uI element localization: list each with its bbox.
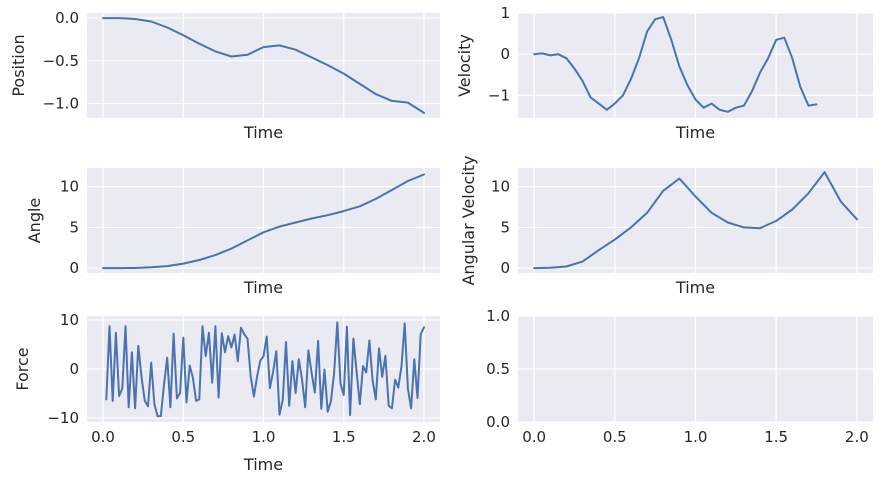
series-line: [533, 171, 858, 270]
x-axis-label: Time: [243, 278, 283, 297]
y-tick-label: −10: [47, 409, 79, 427]
x-tick-label: 1.5: [764, 428, 788, 446]
y-tick-label: 0: [500, 259, 510, 277]
y-tick-label: −0.5: [43, 52, 79, 70]
series-line: [533, 16, 818, 113]
y-tick-label: 5: [69, 218, 79, 236]
y-tick-label: 0.0: [486, 413, 510, 431]
subplot-top-left: 0.0 −0.5 −1.0 Time Position: [9, 9, 440, 142]
y-axis-label: Position: [9, 34, 28, 96]
x-tick-label: 0.0: [91, 428, 115, 446]
y-axis-label: Velocity: [455, 34, 474, 97]
x-tick-label: 0.0: [522, 428, 546, 446]
y-tick-label: 1.0: [486, 307, 510, 325]
x-axis-label: Time: [675, 123, 715, 142]
y-tick-label: 0.5: [486, 360, 510, 378]
y-axis-label: Force: [13, 347, 32, 390]
x-axis-label: Time: [243, 455, 283, 474]
x-tick-label: 1.0: [252, 428, 276, 446]
y-tick-label: −1: [488, 86, 510, 104]
subplot-bottom-right: 1.0 0.5 0.0 0.0 0.5 1.0 1.5 2.0: [486, 307, 873, 446]
subplot-middle-left: 0 5 10 Time Angle: [25, 168, 440, 297]
series-line: [102, 17, 425, 114]
x-axis-label: Time: [243, 123, 283, 142]
subplot-top-right: 1 0 −1 Time Velocity: [455, 4, 873, 142]
x-tick-label: 1.5: [332, 428, 356, 446]
x-tick-label: 0.5: [603, 428, 627, 446]
y-tick-label: 10: [60, 311, 79, 329]
x-tick-label: 2.0: [412, 428, 436, 446]
y-tick-label: −1.0: [43, 94, 79, 112]
y-axis-label: Angular Velocity: [459, 155, 478, 285]
x-tick-label: 2.0: [845, 428, 869, 446]
y-tick-label: 1: [500, 4, 510, 22]
y-tick-label: 0: [500, 45, 510, 63]
y-axis-label: Angle: [25, 198, 44, 244]
x-axis-label: Time: [675, 278, 715, 297]
x-tick-label: 0.5: [171, 428, 195, 446]
y-tick-label: 0: [69, 259, 79, 277]
y-tick-label: 0.0: [55, 9, 79, 27]
subplot-middle-right: 0 5 10 Time Angular Velocity: [459, 155, 873, 297]
y-tick-label: 10: [491, 178, 510, 196]
y-tick-label: 0: [69, 360, 79, 378]
y-tick-label: 5: [500, 218, 510, 236]
subplot-bottom-left: 10 0 −10 0.0 0.5 1.0 1.5 2.0 Time Force: [13, 311, 440, 474]
y-tick-label: 10: [60, 178, 79, 196]
x-tick-label: 1.0: [684, 428, 708, 446]
series-line: [105, 321, 425, 418]
series-line: [102, 173, 425, 270]
